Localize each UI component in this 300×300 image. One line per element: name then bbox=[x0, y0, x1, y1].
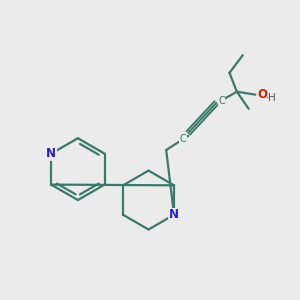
Text: N: N bbox=[169, 208, 179, 221]
Text: N: N bbox=[46, 147, 56, 160]
Text: H: H bbox=[268, 93, 276, 103]
Text: C: C bbox=[180, 134, 186, 144]
Text: O: O bbox=[257, 88, 267, 101]
Text: C: C bbox=[218, 96, 225, 106]
